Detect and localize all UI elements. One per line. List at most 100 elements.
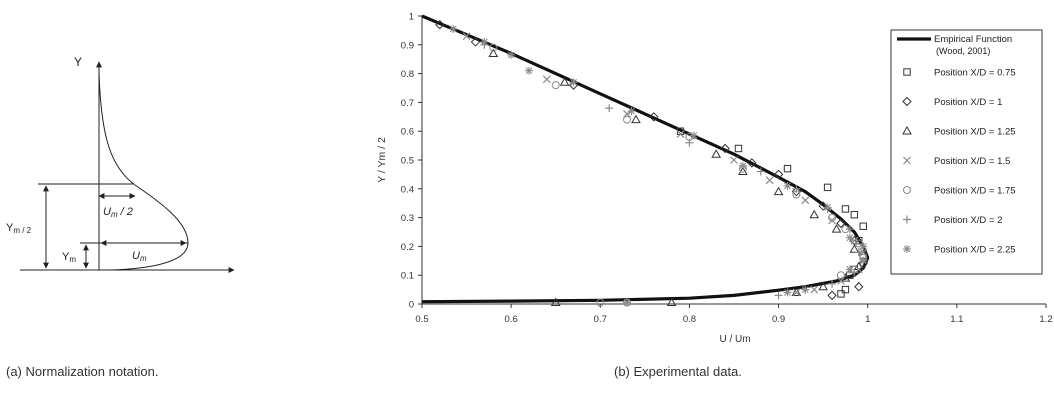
legend-label-empirical-source: (Wood, 2001)	[936, 46, 990, 56]
legend: Empirical Function(Wood, 2001) Position X…	[890, 29, 1043, 275]
data-point-diamond	[747, 158, 757, 168]
data-point-asterisk	[627, 107, 636, 116]
data-point-plus	[850, 268, 859, 277]
data-point-triangle	[550, 297, 561, 307]
data-point-square	[734, 144, 743, 153]
data-point-asterisk	[823, 203, 832, 212]
data-point-square	[855, 236, 863, 245]
plot-area: 0.5 0.6 0.7 0.8 0.9 1 1.1 1.2 0 0.1 0.2 0.3 0.4 0.5 0.…	[376, 12, 1053, 346]
y-axis-label: Y	[74, 55, 82, 69]
data-point-diamond	[435, 19, 445, 30]
x-tick-label: 0.5	[415, 314, 428, 325]
data-point-triangle	[559, 77, 570, 86]
y-tick-label: 0.4	[401, 184, 414, 195]
x-tick-label: 0.6	[505, 314, 518, 325]
max-velocity-label: Um	[132, 250, 147, 263]
y-tick-label: 0.3	[401, 213, 414, 224]
data-point-asterisk	[480, 37, 489, 46]
data-point-circle	[828, 213, 837, 222]
x-tick-label: 0.9	[772, 314, 785, 325]
data-point-x	[676, 130, 685, 139]
data-point-triangle	[738, 166, 748, 176]
x-tick-label: 0.7	[594, 314, 607, 325]
legend-marker-asterisk	[903, 245, 911, 253]
data-point-diamond	[720, 143, 730, 154]
data-point-triangle	[831, 224, 842, 233]
data-point-x	[801, 196, 810, 205]
data-point-circle	[854, 239, 863, 248]
y-tick-label: 0.5	[401, 156, 414, 167]
data-point-circle	[489, 43, 498, 52]
legend-label: Position X/D = 1.5	[934, 156, 1010, 167]
data-point-diamond	[858, 258, 868, 269]
data-point-diamond	[818, 201, 828, 211]
data-point-square	[783, 164, 792, 173]
experimental-data-chart: 0.5 0.6 0.7 0.8 0.9 1 1.1 1.2 0 0.1 0.2 0.3 0.4 0.5 0.…	[376, 12, 1053, 346]
half-velocity-label: Um / 2	[103, 206, 133, 219]
data-point-triangle	[791, 287, 802, 296]
legend-label: Position X/D = 2	[934, 215, 1002, 226]
data-point-triangle	[711, 149, 722, 158]
x-tick-label: 1.1	[950, 314, 963, 325]
data-point-diamond	[773, 169, 784, 180]
data-point-plus	[845, 225, 854, 234]
data-point-asterisk	[449, 24, 458, 33]
data-point-diamond	[836, 218, 846, 229]
data-point-square	[841, 285, 850, 294]
data-point-x	[792, 288, 801, 297]
legend-marker-triangle	[902, 125, 912, 135]
legend-marker-circle	[903, 186, 911, 194]
data-point-x	[542, 75, 551, 84]
caption-experimental: (b) Experimental data.	[614, 364, 742, 379]
data-point-asterisk	[783, 288, 792, 297]
data-point-asterisk	[801, 285, 810, 294]
legend-box	[890, 29, 1043, 275]
legend-label: Position X/D = 1	[934, 97, 1002, 108]
normalization-diagram: Y Um / 2 Um Ym / 2 Ym	[6, 55, 235, 273]
data-point-asterisk	[569, 78, 578, 87]
data-point-square	[859, 222, 867, 230]
data-point-diamond	[568, 80, 579, 90]
data-point-plus	[605, 104, 614, 113]
data-point-circle	[836, 271, 845, 280]
data-point-triangle	[666, 297, 677, 307]
data-point-x	[810, 285, 819, 294]
data-point-x	[730, 156, 738, 164]
data-point-asterisk	[783, 181, 792, 190]
data-point-diamond	[470, 37, 481, 47]
data-point-asterisk	[623, 298, 632, 307]
y-axis-label: Y / Ym / 2	[376, 137, 388, 183]
data-point-square	[837, 290, 845, 298]
velocity-profile-curve	[98, 71, 189, 271]
data-point-square	[850, 211, 859, 219]
legend-label: Position X/D = 2.25	[934, 245, 1016, 256]
data-point-triangle	[488, 48, 499, 57]
data-point-asterisk	[859, 242, 868, 251]
data-point-plus	[685, 138, 694, 147]
y-tick-label: 0.9	[401, 40, 414, 51]
data-point-x	[462, 32, 471, 41]
legend-marker-plus	[903, 215, 911, 224]
x-tick-label: 0.8	[683, 314, 696, 325]
data-point-asterisk	[859, 256, 868, 265]
legend-label: Position X/D = 1.25	[934, 127, 1016, 138]
data-point-plus	[792, 184, 801, 193]
y-tick-label: 0.1	[401, 271, 414, 282]
data-point-diamond	[827, 290, 837, 301]
data-point-asterisk	[689, 131, 698, 140]
y-tick-label: 0.6	[401, 127, 414, 138]
data-point-diamond	[854, 282, 864, 292]
data-point-diamond	[649, 112, 659, 122]
x-tick-label: 1.2	[1039, 314, 1052, 325]
data-point-triangle	[773, 186, 784, 196]
caption-normalization: (a) Normalization notation.	[6, 364, 159, 379]
data-point-triangle	[809, 209, 820, 219]
data-point-asterisk	[845, 233, 854, 242]
data-point-x	[765, 176, 774, 185]
data-point-triangle	[818, 281, 829, 291]
legend-marker-square	[903, 68, 911, 76]
legend-label: Position X/D = 1.75	[934, 186, 1016, 197]
data-point-circle	[551, 81, 560, 90]
data-point-triangle	[849, 244, 860, 253]
data-point-asterisk	[845, 265, 854, 274]
